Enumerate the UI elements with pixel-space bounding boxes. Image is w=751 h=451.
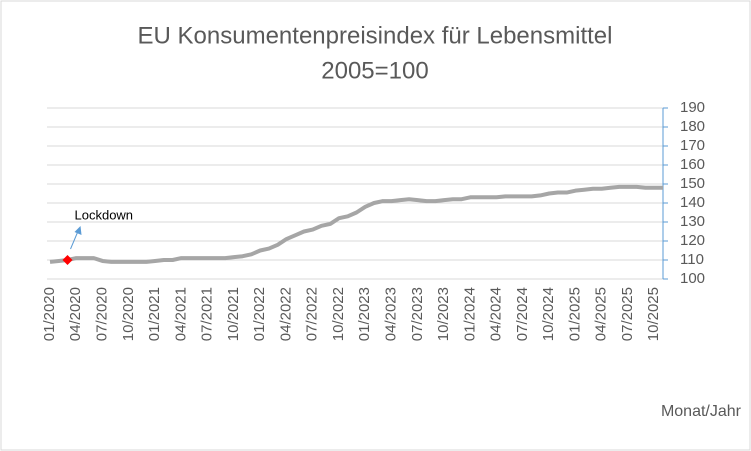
x-tick-label: 04/2021	[172, 287, 189, 341]
x-tick-label: 01/2024	[461, 287, 478, 341]
x-tick-label: 07/2021	[199, 287, 216, 341]
y-tick-label: 120	[680, 232, 705, 249]
y-tick-label: 140	[680, 194, 705, 211]
y-tick-label: 150	[680, 175, 705, 192]
y-tick-label: 130	[680, 213, 705, 230]
x-tick-label: 04/2022	[277, 287, 294, 341]
x-tick-label: 07/2024	[514, 287, 531, 341]
x-tick-label: 04/2023	[382, 287, 399, 341]
x-tick-label: 01/2023	[356, 287, 373, 341]
x-tick-label: 04/2024	[488, 287, 505, 341]
annotation-arrow	[70, 229, 79, 250]
x-tick-label: 10/2020	[120, 287, 137, 341]
y-tick-label: 190	[680, 99, 705, 116]
x-tick-label: 10/2024	[540, 287, 557, 341]
x-axis-label: Monat/Jahr	[661, 403, 742, 420]
x-tick-label: 01/2025	[566, 287, 583, 341]
x-tick-label: 10/2021	[225, 287, 242, 341]
annotation-arrowhead	[74, 226, 82, 235]
y-tick-label: 110	[680, 251, 704, 268]
x-tick-label: 10/2022	[330, 287, 347, 341]
y-tick-label: 100	[680, 270, 705, 287]
x-tick-label: 07/2023	[409, 287, 426, 341]
x-tick-label: 04/2025	[593, 287, 610, 341]
y-tick-label: 170	[680, 137, 705, 154]
x-tick-label: 01/2022	[251, 287, 268, 341]
x-tick-label: 10/2025	[645, 287, 662, 341]
chart-subtitle: 2005=100	[321, 57, 428, 84]
data-line	[49, 184, 663, 264]
x-tick-label: 10/2023	[435, 287, 452, 341]
x-tick-label: 07/2020	[94, 287, 111, 341]
y-tick-label: 180	[680, 118, 705, 135]
x-tick-label: 01/2020	[41, 287, 58, 341]
x-tick-label: 07/2022	[304, 287, 321, 341]
annotation-label: Lockdown	[75, 207, 134, 222]
data-point	[62, 255, 73, 265]
x-tick-label: 04/2020	[67, 287, 84, 341]
x-tick-label: 07/2025	[619, 287, 636, 341]
y-tick-label: 160	[680, 156, 705, 173]
x-tick-label: 01/2021	[146, 287, 163, 341]
chart-title: EU Konsumentenpreisindex für Lebensmitte…	[138, 22, 613, 49]
